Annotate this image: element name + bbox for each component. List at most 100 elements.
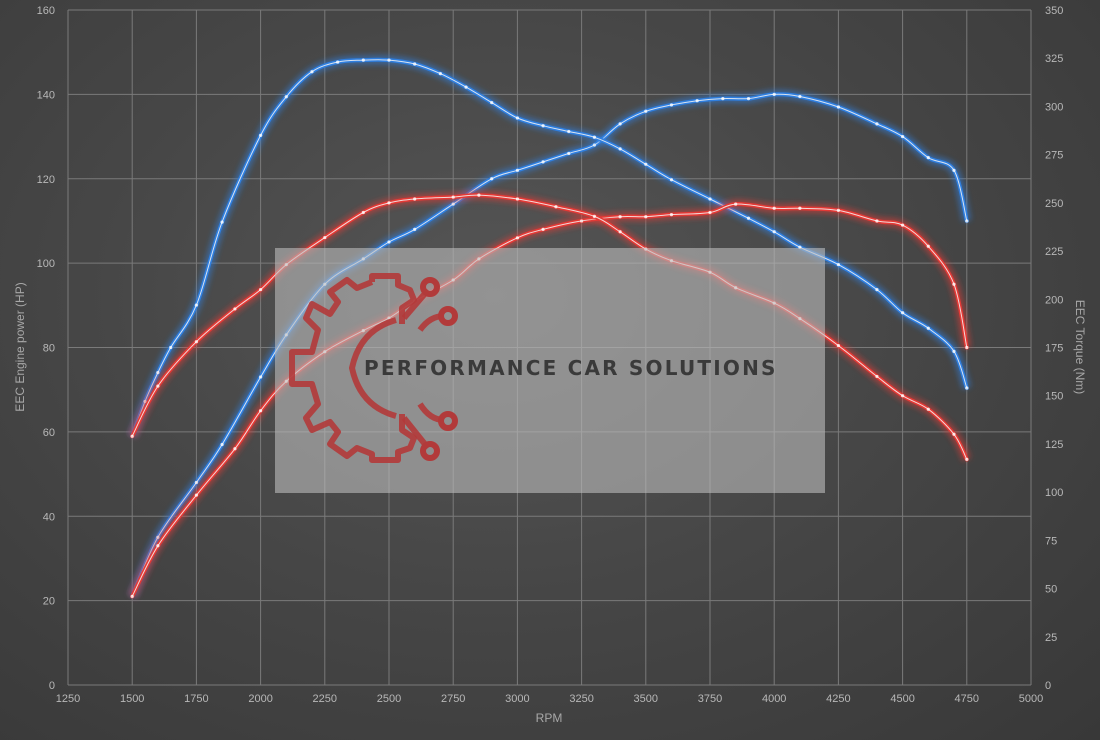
data-point	[926, 326, 930, 330]
data-point	[451, 202, 455, 206]
data-point	[130, 434, 134, 438]
data-point	[194, 493, 198, 497]
data-point	[169, 345, 173, 350]
series-trace	[131, 194, 968, 460]
data-point	[965, 345, 969, 350]
left-tick-label: 40	[43, 511, 55, 523]
data-point	[965, 219, 969, 223]
data-point	[644, 215, 648, 219]
data-point	[836, 343, 841, 348]
data-point	[926, 244, 930, 248]
data-point	[746, 216, 751, 220]
left-tick-label: 0	[49, 680, 55, 692]
right-tick-label: 50	[1045, 584, 1057, 596]
data-point	[669, 213, 674, 217]
x-tick-label: 4500	[890, 693, 914, 705]
data-point	[695, 99, 699, 103]
data-point	[554, 205, 558, 209]
data-point	[310, 70, 314, 74]
right-tick-label: 125	[1045, 439, 1063, 451]
data-point	[156, 370, 160, 375]
data-point	[130, 594, 134, 599]
data-point	[798, 206, 802, 210]
data-point	[194, 340, 198, 344]
data-point	[721, 96, 725, 101]
data-point	[259, 288, 263, 292]
data-point	[746, 96, 751, 101]
data-point	[618, 147, 622, 151]
left-tick-label: 160	[37, 5, 55, 17]
data-point	[592, 135, 597, 139]
data-point	[567, 129, 571, 134]
data-point	[233, 447, 237, 451]
data-point	[464, 85, 468, 89]
data-point	[644, 162, 648, 166]
left-tick-label: 120	[37, 174, 55, 186]
data-point	[515, 116, 520, 120]
data-point	[798, 94, 802, 99]
x-tick-label: 3000	[505, 693, 529, 705]
data-point	[965, 386, 969, 390]
right-tick-label: 150	[1045, 391, 1063, 403]
data-point	[387, 58, 391, 62]
x-tick-label: 3750	[698, 693, 722, 705]
right-tick-label: 0	[1045, 680, 1051, 692]
data-point	[413, 62, 417, 66]
data-point	[451, 195, 455, 199]
data-point	[580, 219, 584, 223]
right-tick-label: 100	[1045, 487, 1063, 499]
x-axis-title: RPM	[536, 711, 563, 725]
data-point	[669, 178, 674, 182]
x-tick-label: 3250	[569, 693, 593, 705]
data-point	[156, 544, 160, 548]
data-point	[772, 230, 776, 234]
data-point	[438, 72, 442, 76]
data-point	[875, 219, 879, 223]
data-point	[875, 288, 879, 292]
x-tick-label: 3500	[634, 693, 658, 705]
left-axis-ticks: 0 20 40 60 80 100 120 140 160	[37, 5, 55, 692]
x-tick-label: 2000	[248, 693, 272, 705]
data-point	[926, 407, 930, 411]
data-point	[952, 282, 956, 286]
right-tick-label: 300	[1045, 101, 1063, 113]
data-point	[836, 262, 841, 267]
x-axis-ticks: 1250 1500 1750 2000 2250 2500 2750 3000 3250 3500…	[56, 693, 1043, 705]
data-point	[490, 177, 494, 181]
right-tick-label: 200	[1045, 294, 1063, 306]
gear-circuit-logo-icon	[289, 273, 458, 463]
data-point	[772, 206, 776, 210]
left-tick-label: 100	[37, 258, 55, 270]
data-point	[259, 409, 263, 413]
data-point	[644, 109, 648, 113]
data-point	[875, 122, 879, 126]
data-point	[477, 193, 481, 197]
data-point	[515, 236, 520, 240]
data-point	[669, 103, 674, 107]
data-point	[708, 197, 712, 201]
data-point	[233, 307, 237, 311]
data-point	[387, 240, 391, 244]
data-point	[284, 95, 288, 99]
data-point	[361, 210, 365, 215]
right-tick-label: 225	[1045, 246, 1063, 258]
left-tick-label: 80	[43, 343, 55, 355]
data-point	[220, 442, 224, 447]
data-point	[734, 202, 738, 206]
x-tick-label: 2500	[377, 693, 401, 705]
right-axis-title: EEC Torque (Nm)	[1073, 300, 1087, 394]
data-point	[952, 432, 956, 436]
data-point	[618, 230, 622, 234]
data-point	[259, 133, 263, 137]
data-point	[541, 227, 545, 231]
right-tick-label: 325	[1045, 53, 1063, 65]
x-tick-label: 2750	[441, 693, 465, 705]
right-tick-label: 75	[1045, 535, 1057, 547]
data-point	[361, 58, 365, 62]
data-point	[259, 375, 263, 379]
x-tick-label: 4250	[826, 693, 850, 705]
x-tick-label: 4750	[955, 693, 979, 705]
x-tick-label: 2250	[313, 693, 337, 705]
data-point	[413, 227, 417, 231]
